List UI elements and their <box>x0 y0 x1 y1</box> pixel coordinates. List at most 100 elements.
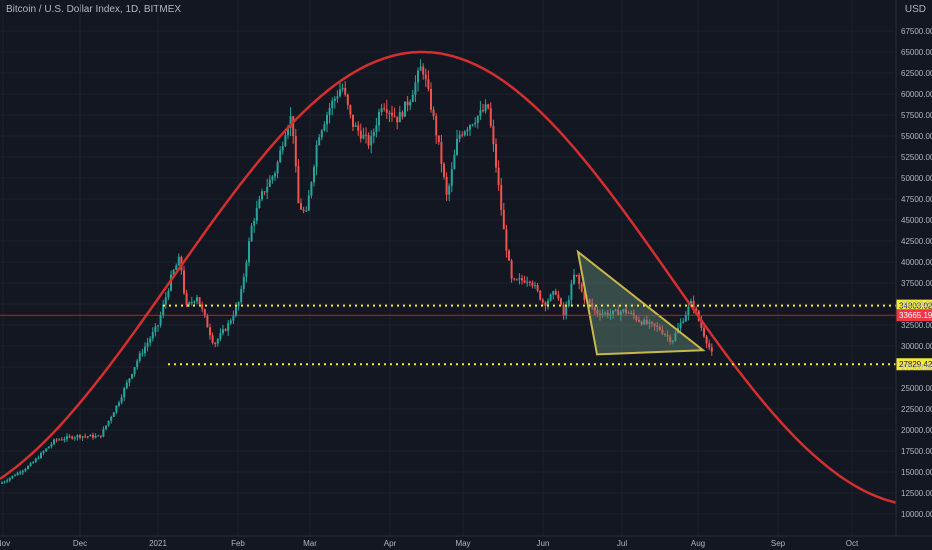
candle-body <box>372 131 375 137</box>
candle-body <box>674 333 677 341</box>
y-tick-label: 45000.00 <box>901 216 932 225</box>
candle-body <box>370 136 373 146</box>
candle-body <box>544 302 547 306</box>
candle-body <box>482 110 484 112</box>
candle-body <box>60 439 63 441</box>
candle-body <box>396 116 399 123</box>
candle-body <box>430 88 432 110</box>
candle-body <box>450 169 453 186</box>
candle-body <box>24 469 27 471</box>
candle-body <box>487 104 490 109</box>
y-tick-label: 57500.00 <box>901 111 932 120</box>
candle-body <box>138 353 141 361</box>
candle-body <box>648 321 651 324</box>
candle-body <box>664 333 666 335</box>
y-tick-label: 12500.00 <box>901 489 932 498</box>
candle-body <box>508 250 510 261</box>
candle-body <box>79 435 81 438</box>
candle-body <box>495 144 497 168</box>
candle-body <box>102 429 105 437</box>
candle-body <box>154 326 157 333</box>
y-tick-label: 17500.00 <box>901 447 932 456</box>
cycle-curve-line <box>0 50 897 504</box>
candle-body <box>125 382 128 389</box>
candle-body <box>297 166 300 204</box>
candle-body <box>336 96 339 99</box>
candle-body <box>385 109 388 113</box>
triangle-pattern <box>576 249 706 356</box>
candle-body <box>47 446 50 449</box>
candle-body <box>141 353 144 355</box>
candle-body <box>547 300 549 306</box>
candle-body <box>175 265 178 270</box>
candle-body <box>333 98 336 101</box>
y-tick-label: 32500.00 <box>901 321 932 330</box>
y-tick-label: 40000.00 <box>901 258 932 267</box>
candle-body <box>21 470 24 473</box>
candle-body <box>622 309 625 312</box>
y-axis: 67500.00 65000.00 62500.00 60000.00 57500.00… <box>895 0 932 536</box>
candle-body <box>120 397 123 403</box>
candle-body <box>313 166 315 183</box>
y-tick-label: 35000.00 <box>901 300 932 309</box>
x-tick-label: Mar <box>303 539 317 548</box>
candle-body <box>391 112 393 116</box>
candle-body <box>671 340 674 342</box>
candle-body <box>617 309 620 316</box>
candle-body <box>209 327 211 336</box>
y-tick-label: 67500.00 <box>901 27 932 36</box>
candle-body <box>136 360 139 368</box>
y-tick-label: 22500.00 <box>901 405 932 414</box>
candle-body <box>40 452 42 459</box>
candle-body <box>484 104 487 112</box>
x-tick-label: Sep <box>771 539 786 548</box>
candle-body <box>562 304 565 316</box>
candle-body <box>453 154 456 170</box>
candle-body <box>630 313 633 315</box>
candle-body <box>378 111 380 126</box>
candle-body <box>159 315 162 326</box>
candle-body <box>625 309 627 313</box>
candle-body <box>705 336 708 344</box>
candle-body <box>315 144 318 167</box>
candle-body <box>417 70 419 83</box>
candle-body <box>287 127 289 136</box>
candle-body <box>427 79 430 89</box>
candle-body <box>242 277 245 290</box>
candle-body <box>6 480 9 482</box>
candle-body <box>521 278 523 281</box>
candle-body <box>170 274 172 291</box>
candle-body <box>658 326 661 331</box>
candle-body <box>549 294 552 301</box>
cycle-curve <box>0 50 897 504</box>
candle-body <box>479 110 482 117</box>
candle-body <box>193 301 196 303</box>
candle-body <box>627 312 630 314</box>
candle-body <box>172 269 175 275</box>
candle-body <box>682 321 685 323</box>
x-tick-label: Jun <box>537 539 550 548</box>
candle-body <box>710 347 713 352</box>
candle-body <box>588 299 591 303</box>
candle-body <box>42 451 45 453</box>
x-axis: Nov Dec 2021 Feb Mar Apr May Jun Jul Aug Sep Oct <box>0 535 932 548</box>
candle-body <box>578 274 581 284</box>
candle-body <box>1 482 3 484</box>
candle-body <box>411 94 414 102</box>
candle-body <box>606 312 609 316</box>
candle-body <box>466 129 469 132</box>
y-tick-label: 10000.00 <box>901 510 932 519</box>
y-tick-label: 47500.00 <box>901 195 932 204</box>
candle-body <box>99 435 102 437</box>
y-tick-label: 42500.00 <box>901 237 932 246</box>
candle-body <box>531 282 534 286</box>
candle-body <box>123 388 126 398</box>
candle-body <box>513 278 516 280</box>
candle-body <box>84 436 87 438</box>
candle-body <box>580 283 583 292</box>
candle-body <box>133 367 136 375</box>
y-tick-label: 27500.00 <box>901 363 932 372</box>
candle-body <box>393 115 396 117</box>
candle-body <box>248 241 250 263</box>
